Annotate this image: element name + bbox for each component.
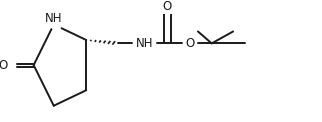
Text: NH: NH <box>45 12 62 25</box>
Text: O: O <box>0 59 8 72</box>
Text: NH: NH <box>136 37 153 50</box>
Text: O: O <box>186 37 195 50</box>
Text: O: O <box>163 0 172 13</box>
